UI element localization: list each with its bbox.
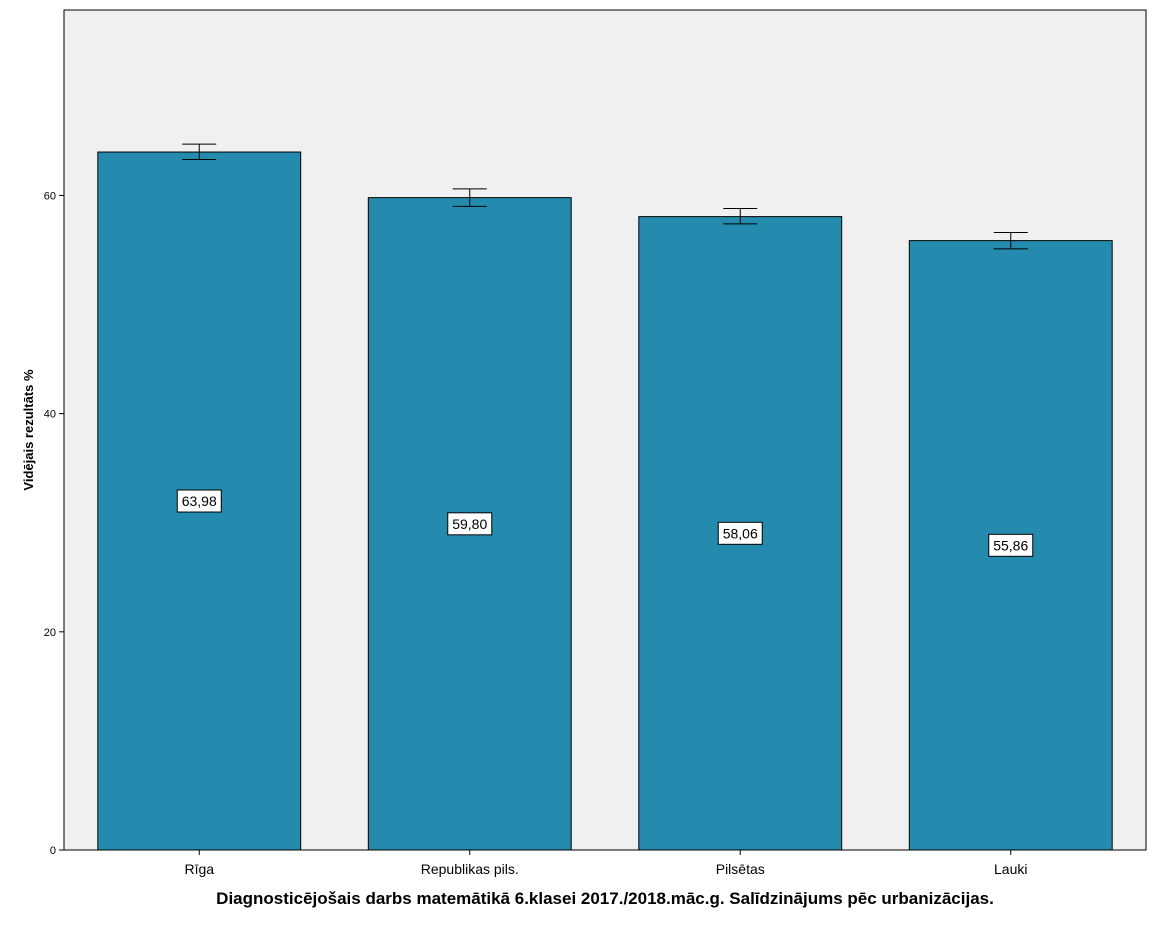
value-label-4: 55,86 bbox=[993, 537, 1028, 553]
value-label-box-1 bbox=[176, 489, 222, 513]
value-label-3: 58,06 bbox=[723, 525, 758, 541]
value-label-2: 59,80 bbox=[452, 516, 487, 532]
error-bars-layer bbox=[182, 143, 1028, 250]
value-label-1: 63,98 bbox=[182, 493, 217, 509]
value-label-box-2 bbox=[447, 512, 493, 536]
x-axis-title: Diagnosticējošais darbs matemātikā 6.kla… bbox=[216, 889, 994, 908]
y-tick-label-4: 60 bbox=[44, 190, 56, 202]
y-axis: 0 20 40 60 bbox=[44, 190, 64, 857]
x-tick-label-4: Lauki bbox=[994, 861, 1027, 877]
value-label-box-4 bbox=[988, 533, 1034, 557]
x-tick-label-1: Rīga bbox=[184, 861, 214, 877]
y-tick-label-3: 40 bbox=[44, 409, 56, 421]
x-axis: Rīga Republikas pils. Pilsētas Lauki bbox=[184, 850, 1027, 877]
x-tick-label-2: Republikas pils. bbox=[421, 861, 519, 877]
value-labels-layer: 63,98 59,80 58,06 55,86 bbox=[176, 489, 1034, 557]
value-label-box-3 bbox=[717, 521, 763, 545]
y-tick-label-2: 20 bbox=[44, 627, 56, 639]
y-axis-title: Vidējais rezultāts % bbox=[21, 369, 36, 491]
x-tick-label-3: Pilsētas bbox=[716, 861, 765, 877]
y-tick-label-1: 0 bbox=[50, 845, 56, 857]
